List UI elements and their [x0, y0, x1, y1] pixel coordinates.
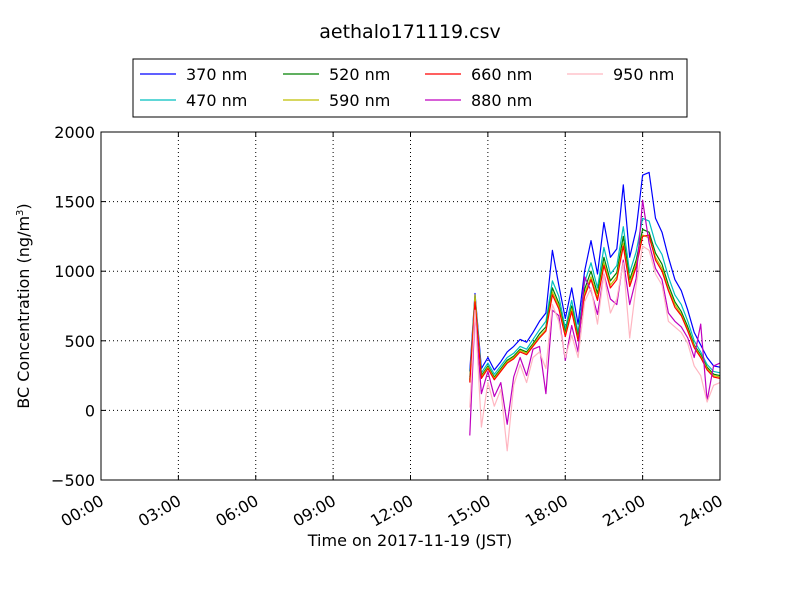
- y-tick-label: 2000: [54, 123, 95, 142]
- y-tick-label: 500: [64, 332, 95, 351]
- legend-label: 370 nm: [186, 65, 247, 84]
- y-axis-label-superscript: 3: [15, 210, 26, 216]
- series-lines: [469, 171, 721, 452]
- legend-label: 950 nm: [613, 65, 674, 84]
- y-tick-labels: −500 0 500 1000 1500 2000: [51, 123, 95, 490]
- legend-label: 660 nm: [471, 65, 532, 84]
- series-line-950-nm: [469, 245, 721, 452]
- y-tick-label: 0: [85, 401, 95, 420]
- plot-area: [100, 131, 721, 481]
- x-axis-label: Time on 2017-11-19 (JST): [307, 531, 512, 550]
- plot-background: [101, 132, 720, 480]
- chart-title: aethalo171119.csv: [319, 21, 501, 43]
- legend-box: [132, 58, 688, 118]
- y-tick-label: 1000: [54, 262, 95, 281]
- series-line-880-nm: [469, 199, 721, 436]
- y-tick-label: 1500: [54, 193, 95, 212]
- y-axis-label-main: BC Concentration (ng/m: [14, 216, 33, 409]
- legend-label: 470 nm: [186, 91, 247, 110]
- legend-label: 590 nm: [329, 91, 390, 110]
- legend-label: 880 nm: [471, 91, 532, 110]
- series-line-660-nm: [469, 234, 721, 383]
- axis-ticks: [100, 131, 721, 481]
- series-line-520-nm: [469, 228, 721, 380]
- series-line-370-nm: [469, 171, 721, 372]
- legend-label: 520 nm: [329, 65, 390, 84]
- y-tick-label: −500: [51, 471, 95, 490]
- series-line-590-nm: [469, 234, 721, 382]
- legend: 370 nm 470 nm 520 nm 590 nm 660 nm 880 nm 950 …: [132, 58, 688, 118]
- y-axis-label: BC Concentration (ng/m3): [14, 203, 33, 408]
- y-axis-label-tail: ): [14, 203, 33, 209]
- series-line-470-nm: [469, 217, 721, 378]
